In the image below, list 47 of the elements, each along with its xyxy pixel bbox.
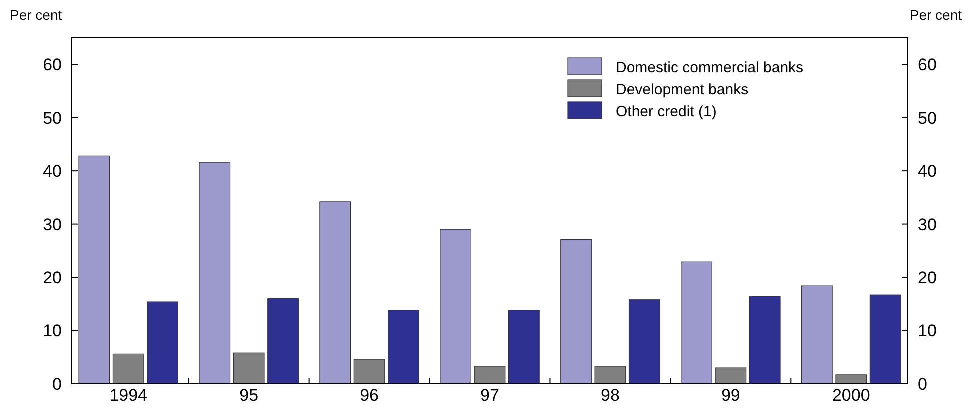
bar (388, 310, 420, 384)
y-tick-label: 60 (43, 56, 62, 75)
x-tick-label: 98 (601, 386, 620, 405)
bar (749, 296, 781, 384)
y2-tick-label: 40 (918, 162, 937, 182)
bar (628, 300, 660, 384)
bar (870, 294, 902, 384)
y2-tick-label: 30 (918, 215, 937, 234)
y2-tick-label: 10 (918, 322, 937, 341)
y-tick-label: 10 (43, 322, 62, 341)
bar (594, 366, 626, 384)
y-tick-label: 40 (43, 162, 62, 182)
legend-label: Other credit (1) (616, 103, 717, 120)
bar (112, 354, 144, 384)
bar (199, 162, 231, 384)
y2-tick-label: 0 (918, 374, 928, 394)
y-tick-label: 30 (43, 215, 62, 234)
bar (715, 368, 747, 384)
legend-label: Domestic commercial banks (616, 59, 804, 76)
bar (78, 156, 110, 384)
y-tick-label: 50 (43, 108, 62, 128)
y2-axis-title: Per cent (910, 7, 962, 23)
bar (802, 286, 833, 384)
bar (320, 202, 352, 384)
bar (560, 239, 592, 384)
y-axis-title: Per cent (10, 7, 62, 23)
x-tick-label: 1994 (110, 386, 148, 405)
y2-tick-label: 20 (918, 268, 937, 288)
bar (233, 352, 265, 384)
bar (681, 262, 712, 384)
x-tick-label: 96 (360, 386, 379, 405)
y2-tick-label: 50 (918, 108, 937, 128)
bar (354, 359, 386, 384)
bar (474, 366, 506, 384)
x-tick-label: 99 (721, 386, 740, 405)
bar (147, 302, 178, 384)
legend-label: Development banks (616, 81, 749, 98)
bar (836, 374, 868, 384)
bar (268, 298, 299, 384)
y2-tick-label: 60 (918, 56, 937, 75)
x-tick-label: 97 (480, 386, 500, 405)
y-tick-label: 20 (43, 268, 62, 288)
x-tick-label: 95 (240, 386, 259, 405)
bar (508, 310, 540, 384)
x-tick-label: 2000 (832, 386, 870, 405)
bar (440, 229, 472, 384)
y-tick-label: 0 (52, 374, 62, 394)
